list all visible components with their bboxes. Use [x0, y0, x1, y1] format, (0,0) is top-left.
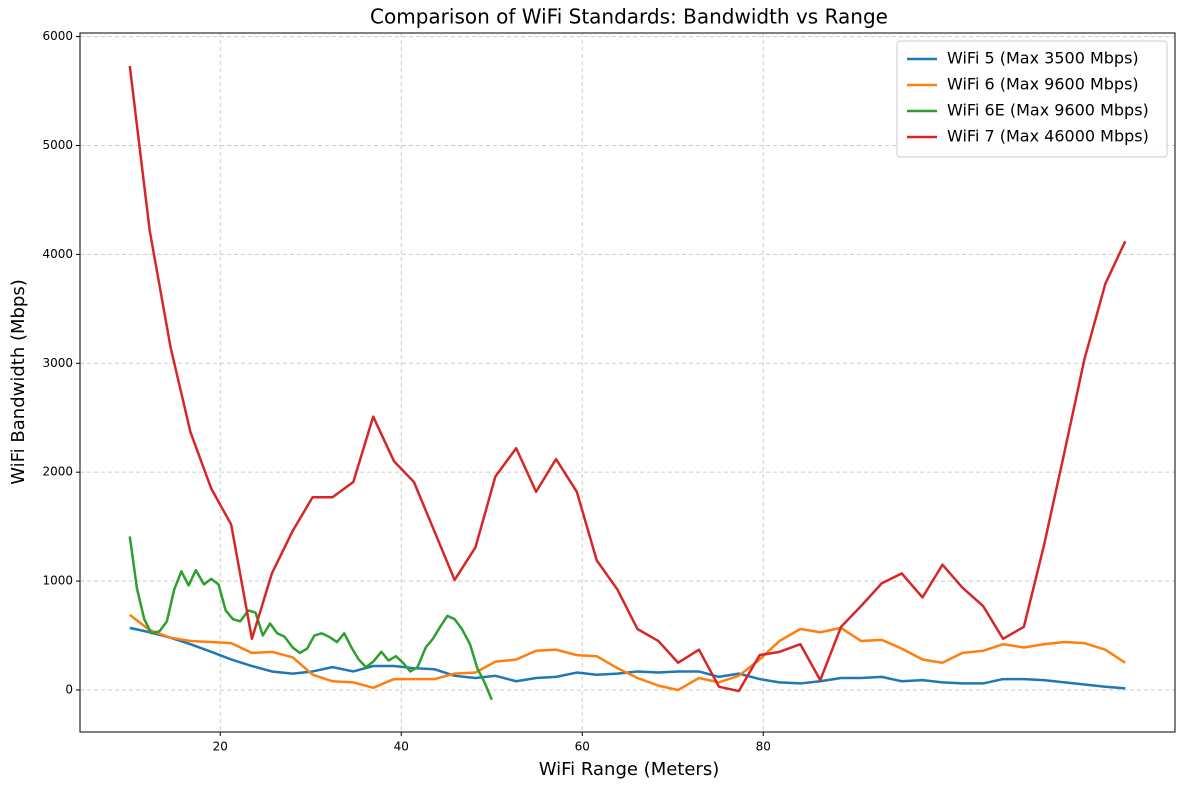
- x-tick-label: 60: [575, 740, 590, 754]
- legend-label: WiFi 6 (Max 9600 Mbps): [947, 75, 1139, 94]
- x-tick-label: 20: [213, 740, 228, 754]
- y-tick-label: 3000: [42, 356, 73, 370]
- series-line: [129, 626, 1126, 690]
- y-axis-label: WiFi Bandwidth (Mbps): [8, 279, 29, 485]
- legend-label: WiFi 5 (Max 3500 Mbps): [947, 49, 1139, 68]
- y-tick-label: 6000: [42, 29, 73, 43]
- plot-frame: [79, 32, 1176, 733]
- series-line: [128, 65, 1127, 693]
- x-axis-label: WiFi Range (Meters): [539, 759, 720, 780]
- series-line: [128, 536, 493, 701]
- x-tick-label: 40: [394, 740, 409, 754]
- legend-label: WiFi 7 (Max 46000 Mbps): [947, 127, 1149, 146]
- y-tick-label: 5000: [42, 138, 73, 152]
- chart-title: Comparison of WiFi Standards: Bandwidth …: [370, 5, 888, 29]
- legend-box: [896, 40, 1168, 158]
- x-tick-label: 80: [756, 740, 771, 754]
- legend-label: WiFi 6E (Max 9600 Mbps): [947, 101, 1149, 120]
- y-tick-label: 2000: [42, 465, 73, 479]
- y-tick-label: 0: [65, 682, 73, 696]
- y-tick-label: 4000: [42, 247, 73, 261]
- y-tick-label: 1000: [42, 574, 73, 588]
- series-line: [129, 613, 1126, 692]
